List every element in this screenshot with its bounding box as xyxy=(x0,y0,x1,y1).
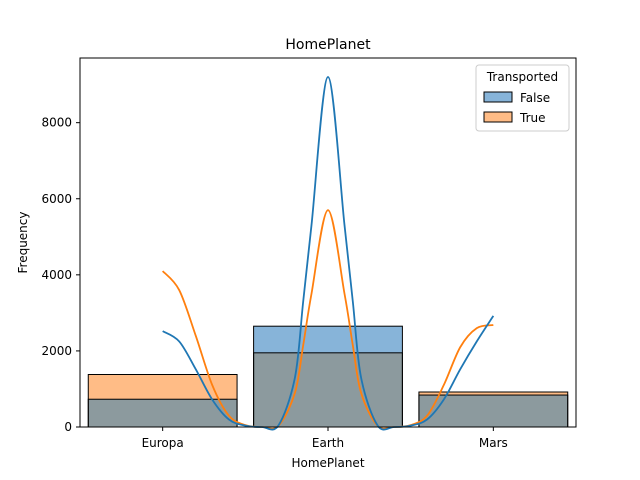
x-axis-label: HomePlanet xyxy=(291,456,364,470)
x-tick-label-europa: Europa xyxy=(142,436,184,450)
bar-excess-true-mars xyxy=(418,392,568,396)
kde-line-false xyxy=(162,76,495,431)
x-tick-label-earth: Earth xyxy=(312,436,344,450)
legend-label-false: False xyxy=(520,91,550,105)
y-tick-label-4000: 4000 xyxy=(41,268,72,282)
legend-swatch-true xyxy=(483,111,513,123)
bar-excess-true-europa xyxy=(88,374,238,400)
y-tick-label-8000: 8000 xyxy=(41,116,72,130)
x-tick-label-mars: Mars xyxy=(479,436,508,450)
bar-overlap-europa xyxy=(88,399,238,427)
bar-excess-false-earth xyxy=(253,326,403,353)
legend-label-true: True xyxy=(519,111,546,125)
legend-swatch-false xyxy=(483,91,513,103)
y-tick-label-0: 0 xyxy=(64,420,72,434)
y-tick-label-6000: 6000 xyxy=(41,192,72,206)
kde-line-true xyxy=(161,209,494,430)
y-axis-label: Frequency xyxy=(16,212,30,274)
bar-overlap-mars xyxy=(418,395,568,427)
bar-overlap-earth xyxy=(253,352,403,427)
chart-title: HomePlanet xyxy=(285,37,371,53)
y-tick-label-2000: 2000 xyxy=(41,344,72,358)
legend: Transported False True xyxy=(475,64,570,132)
legend-title: Transported xyxy=(486,70,558,84)
